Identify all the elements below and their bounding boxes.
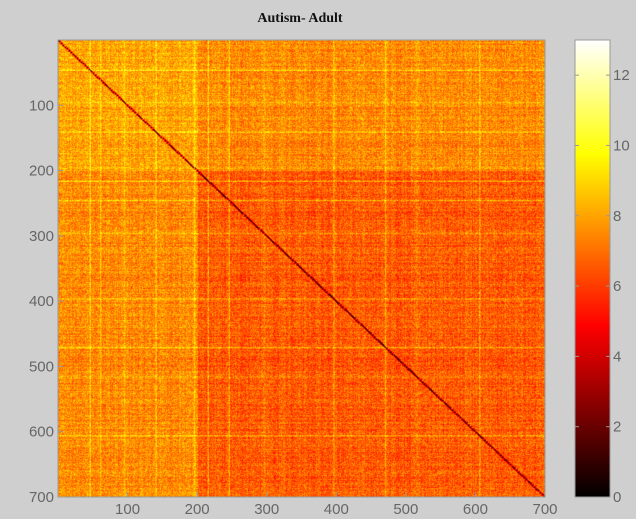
colorbar-tick-label: 10 bbox=[613, 137, 630, 154]
y-tick-label: 100 bbox=[29, 97, 54, 114]
x-tick-label: 700 bbox=[532, 501, 557, 518]
y-tick-label: 600 bbox=[29, 424, 54, 441]
y-axis: 100 200 300 400 500 600 700 bbox=[29, 97, 63, 506]
y-tick-label: 400 bbox=[29, 293, 54, 310]
colorbar-tick-label: 12 bbox=[613, 67, 630, 84]
x-tick-label: 600 bbox=[463, 501, 488, 518]
y-tick-label: 200 bbox=[29, 163, 54, 180]
colorbar-tick-label: 4 bbox=[613, 348, 621, 365]
x-axis: 100 200 300 400 500 600 700 bbox=[115, 492, 558, 518]
colorbar bbox=[574, 39, 611, 498]
x-tick-label: 200 bbox=[185, 501, 210, 518]
colorbar-axis: 0 2 4 6 8 10 12 bbox=[575, 67, 630, 506]
x-tick-label: 400 bbox=[324, 501, 349, 518]
y-tick-label: 700 bbox=[29, 489, 54, 506]
colorbar-tick-label: 8 bbox=[613, 208, 621, 225]
heatmap-plot-area bbox=[58, 40, 545, 497]
heatmap-frame bbox=[57, 39, 546, 498]
x-tick-label: 100 bbox=[115, 501, 140, 518]
y-tick-label: 300 bbox=[29, 228, 54, 245]
chart-title: Autism- Adult bbox=[257, 11, 343, 26]
heatmap-image bbox=[58, 40, 545, 497]
colorbar-tick-label: 0 bbox=[613, 489, 621, 506]
x-tick-label: 500 bbox=[393, 501, 418, 518]
colorbar-tick-label: 2 bbox=[613, 419, 621, 436]
x-tick-label: 300 bbox=[254, 501, 279, 518]
y-tick-label: 500 bbox=[29, 358, 54, 375]
colorbar-tick-label: 6 bbox=[613, 278, 621, 295]
